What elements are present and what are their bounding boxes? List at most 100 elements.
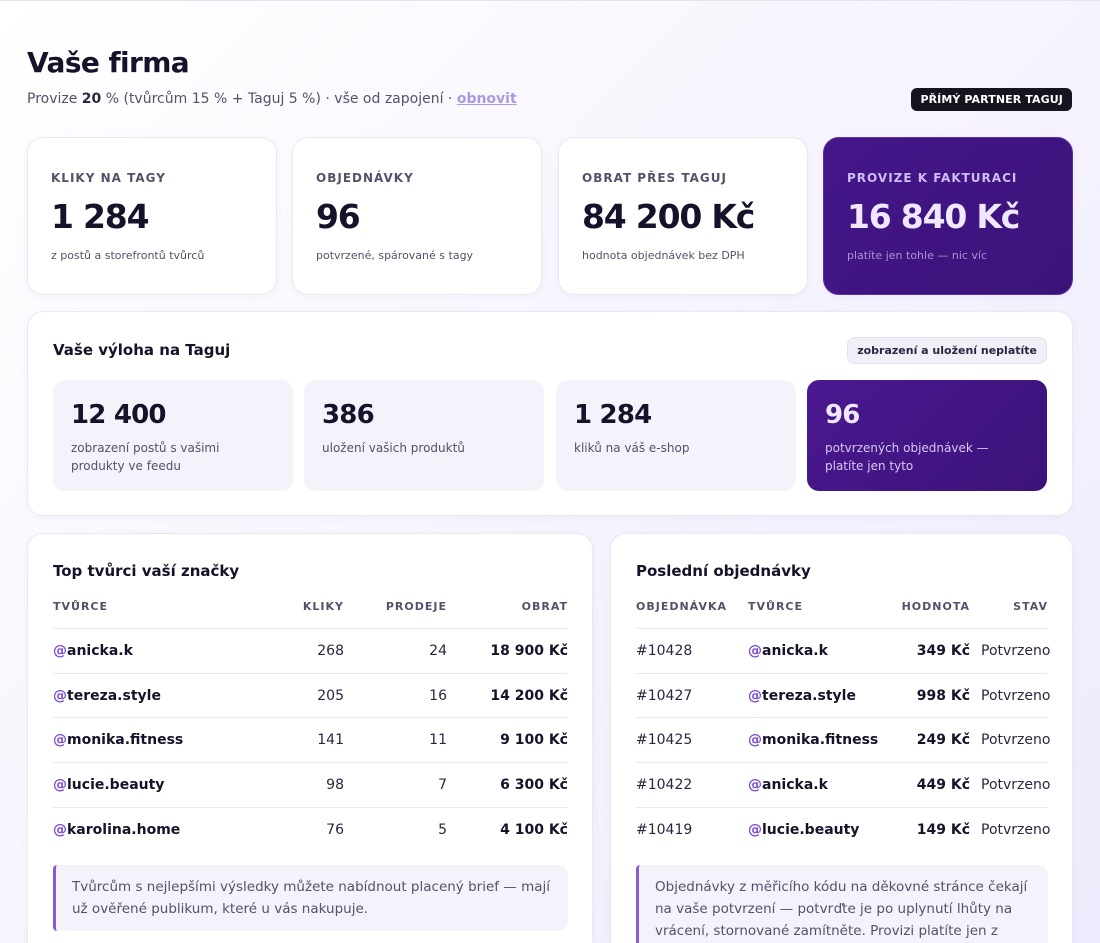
order-status: Potvrzeno: [981, 643, 1051, 659]
top-creators-panel: Top tvůrci vaší značky TVŮRCE KLIKY PROD…: [27, 533, 593, 943]
commission-rate: 20: [81, 91, 102, 107]
creator-handle-link[interactable]: @anicka.k: [748, 777, 828, 793]
order-id: #10419: [636, 822, 693, 838]
page-header: Vaše firma Provize 20 % (tvůrcům 15 % + …: [27, 46, 1073, 116]
showcase-title: Vaše výloha na Taguj: [53, 341, 231, 359]
column-header-value: HODNOTA: [901, 600, 970, 613]
sales-value: 5: [438, 822, 447, 838]
kpi-label: KLIKY NA TAGY: [51, 171, 166, 185]
stat-value: 96: [825, 400, 860, 430]
stat-impressions: 12 400 zobrazení postů s vašimi produkty…: [53, 380, 293, 491]
sales-value: 24: [429, 643, 447, 659]
order-value: 149 Kč: [916, 822, 970, 838]
column-header-creator: TVŮRCE: [748, 600, 804, 613]
kpi-label: PROVIZE K FAKTURACI: [847, 171, 1018, 185]
kpi-hint: platíte jen tohle — nic víc: [847, 249, 988, 262]
stat-value: 1 284: [574, 400, 652, 430]
column-header-revenue: OBRAT: [521, 600, 568, 613]
order-id: #10425: [636, 732, 693, 748]
showcase-panel: Vaše výloha na Taguj zobrazení a uložení…: [27, 311, 1073, 516]
creator-handle-link[interactable]: @monika.fitness: [748, 732, 879, 748]
table-row: @lucie.beauty 98 7 6 300 Kč: [53, 762, 568, 807]
column-header-sales: PRODEJE: [385, 600, 447, 613]
order-status: Potvrzeno: [981, 688, 1051, 704]
creator-handle-link[interactable]: @lucie.beauty: [53, 777, 165, 793]
revenue-value: 4 100 Kč: [500, 822, 568, 838]
top-divider: [0, 0, 1100, 1]
table-row: @monika.fitness 141 11 9 100 Kč: [53, 717, 568, 762]
order-status: Potvrzeno: [981, 777, 1051, 793]
order-value: 249 Kč: [916, 732, 970, 748]
revenue-value: 14 200 Kč: [490, 688, 568, 704]
partner-badge: PŘÍMÝ PARTNER TAGUJ: [911, 88, 1072, 111]
creator-handle-link[interactable]: @lucie.beauty: [748, 822, 860, 838]
kpi-card-commission: PROVIZE K FAKTURACI 16 840 Kč platíte je…: [823, 137, 1073, 295]
table-row: @tereza.style 205 16 14 200 Kč: [53, 673, 568, 718]
table-row: #10425 @monika.fitness 249 Kč Potvrzeno: [636, 717, 1051, 762]
table-row: @karolina.home 76 5 4 100 Kč: [53, 807, 568, 852]
top-creators-title: Top tvůrci vaší značky: [53, 562, 240, 580]
revenue-value: 6 300 Kč: [500, 777, 568, 793]
order-id: #10422: [636, 777, 693, 793]
revenue-value: 9 100 Kč: [500, 732, 568, 748]
clicks-value: 205: [317, 688, 344, 704]
creator-handle-link[interactable]: @anicka.k: [53, 643, 133, 659]
order-status: Potvrzeno: [981, 732, 1051, 748]
creator-handle-link[interactable]: @tereza.style: [53, 688, 161, 704]
table-row: #10419 @lucie.beauty 149 Kč Potvrzeno: [636, 807, 1051, 852]
stat-description: kliků na váš e-shop: [574, 441, 690, 455]
free-info-badge: zobrazení a uložení neplatíte: [847, 337, 1047, 364]
commission-detail: % (tvůrcům 15 % + Taguj 5 %) · vše od za…: [101, 91, 457, 107]
order-id: #10428: [636, 643, 693, 659]
order-status: Potvrzeno: [981, 822, 1051, 838]
table-row: #10422 @anicka.k 449 Kč Potvrzeno: [636, 762, 1051, 807]
stat-value: 12 400: [71, 400, 167, 430]
kpi-label: OBJEDNÁVKY: [316, 171, 414, 185]
creator-handle-link[interactable]: @anicka.k: [748, 643, 828, 659]
kpi-card-orders: OBJEDNÁVKY 96 potvrzené, spárované s tag…: [292, 137, 542, 295]
sales-value: 11: [429, 732, 447, 748]
stat-description: potvrzených objednávek — platíte jen tyt…: [825, 441, 989, 473]
table-row: #10427 @tereza.style 998 Kč Potvrzeno: [636, 673, 1051, 718]
stat-confirmed-orders: 96 potvrzených objednávek — platíte jen …: [807, 380, 1047, 491]
commission-prefix: Provize: [27, 91, 82, 107]
stat-clicks: 1 284 kliků na váš e-shop: [556, 380, 796, 491]
clicks-value: 141: [317, 732, 344, 748]
column-header-order: OBJEDNÁVKA: [636, 600, 727, 613]
kpi-card-clicks: KLIKY NA TAGY 1 284 z postů a storefront…: [27, 137, 277, 295]
sales-value: 7: [438, 777, 447, 793]
kpi-cards: KLIKY NA TAGY 1 284 z postů a storefront…: [27, 137, 1073, 295]
column-header-status: STAV: [1013, 600, 1048, 613]
recent-orders-panel: Poslední objednávky OBJEDNÁVKA TVŮRCE HO…: [610, 533, 1073, 943]
order-value: 449 Kč: [916, 777, 970, 793]
order-value: 349 Kč: [916, 643, 970, 659]
stat-description: uložení vašich produktů: [322, 441, 465, 455]
stat-description: zobrazení postů s vašimi produkty ve fee…: [71, 441, 220, 473]
kpi-value: 96: [316, 197, 361, 236]
creator-handle-link[interactable]: @monika.fitness: [53, 732, 184, 748]
clicks-value: 268: [317, 643, 344, 659]
kpi-value: 1 284: [51, 197, 150, 236]
kpi-card-revenue: OBRAT PŘES TAGUJ 84 200 Kč hodnota objed…: [558, 137, 808, 295]
refresh-link[interactable]: obnovit: [456, 91, 517, 107]
table-row: @anicka.k 268 24 18 900 Kč: [53, 628, 568, 673]
kpi-value: 16 840 Kč: [847, 197, 1020, 236]
commission-summary: Provize 20 % (tvůrcům 15 % + Taguj 5 %) …: [27, 91, 517, 107]
order-id: #10427: [636, 688, 693, 704]
kpi-value: 84 200 Kč: [582, 197, 755, 236]
column-header-clicks: KLIKY: [302, 600, 344, 613]
kpi-label: OBRAT PŘES TAGUJ: [582, 171, 727, 185]
clicks-value: 76: [326, 822, 344, 838]
recent-orders-title: Poslední objednávky: [636, 562, 811, 580]
table-row: #10428 @anicka.k 349 Kč Potvrzeno: [636, 628, 1051, 673]
kpi-hint: hodnota objednávek bez DPH: [582, 249, 745, 262]
creator-handle-link[interactable]: @tereza.style: [748, 688, 856, 704]
orders-info-note: Objednávky z měřicího kódu na děkovné st…: [636, 865, 1048, 943]
kpi-hint: potvrzené, spárované s tagy: [316, 249, 474, 262]
creators-tip-note: Tvůrcům s nejlepšími výsledky můžete nab…: [53, 865, 568, 931]
stat-value: 386: [322, 400, 375, 430]
revenue-value: 18 900 Kč: [490, 643, 568, 659]
sales-value: 16: [429, 688, 447, 704]
kpi-hint: z postů a storefrontů tvůrců: [51, 249, 205, 262]
creator-handle-link[interactable]: @karolina.home: [53, 822, 181, 838]
